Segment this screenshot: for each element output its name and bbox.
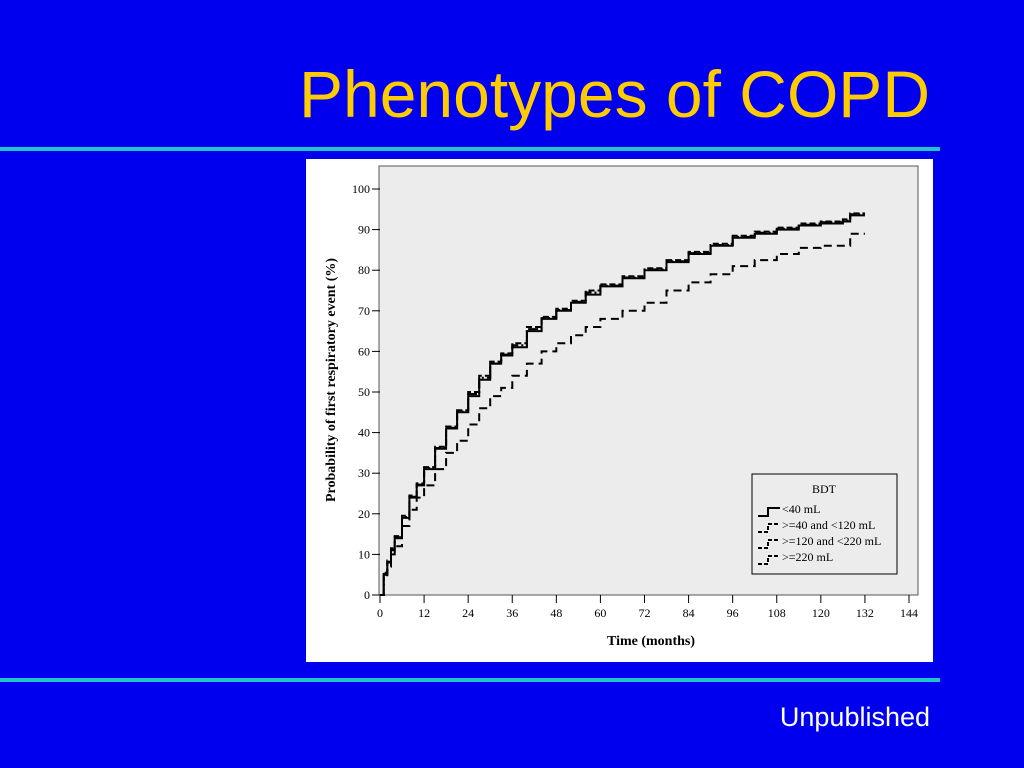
legend-swatch-2 <box>758 523 780 533</box>
y-tick-label: 30 <box>358 466 370 480</box>
x-tick-label: 36 <box>506 606 518 620</box>
x-tick-label: 24 <box>462 606 474 620</box>
x-tick-label: 96 <box>727 606 739 620</box>
legend-title: BDT <box>812 482 837 496</box>
y-tick-label: 100 <box>352 182 370 196</box>
series-line-3 <box>380 213 865 596</box>
legend-swatch-4 <box>758 555 780 565</box>
x-tick-label: 84 <box>683 606 695 620</box>
series-line-2 <box>380 212 865 596</box>
series-line-4 <box>380 232 865 596</box>
x-tick-label: 108 <box>768 606 786 620</box>
top-divider <box>0 147 940 151</box>
x-tick-label: 120 <box>812 606 830 620</box>
slide-title: Phenotypes of COPD <box>299 57 930 131</box>
x-axis-label: Time (months) <box>607 634 695 649</box>
y-tick-label: 90 <box>358 223 370 237</box>
y-tick-label: 10 <box>358 547 370 561</box>
y-tick-label: 40 <box>358 426 370 440</box>
x-tick-label: 144 <box>900 606 918 620</box>
y-axis-label: Probability of first respiratory event (… <box>324 258 339 502</box>
legend-entry-label: <40 mL <box>782 502 820 516</box>
legend-entry-label: >=120 and <220 mL <box>782 534 881 548</box>
y-tick-label: 70 <box>358 304 370 318</box>
footer-note: Unpublished <box>779 702 930 732</box>
x-tick-label: 72 <box>639 606 651 620</box>
x-tick-label: 0 <box>377 606 383 620</box>
y-tick-label: 0 <box>364 588 370 602</box>
x-tick-label: 132 <box>856 606 874 620</box>
legend: BDT <40 mL >=40 and <120 mL >=120 and <220… <box>751 473 898 575</box>
chart-panel: 0 10 20 30 40 50 60 70 80 90 100 0 12 24 36 48 60 72 84 96 1… <box>306 159 933 662</box>
y-tick-label: 50 <box>358 385 370 399</box>
y-tick-label: 80 <box>358 263 370 277</box>
legend-entry-label: >=220 mL <box>782 550 833 564</box>
survival-chart: 0 10 20 30 40 50 60 70 80 90 100 0 12 24 36 48 60 72 84 96 1… <box>324 165 919 649</box>
y-tick-label: 60 <box>358 344 370 358</box>
legend-swatch-1 <box>758 507 780 517</box>
axes: 0 10 20 30 40 50 60 70 80 90 100 0 12 24 36 48 60 72 84 96 1… <box>352 182 918 620</box>
series-layer <box>380 212 865 596</box>
x-tick-label: 12 <box>418 606 430 620</box>
x-tick-label: 60 <box>594 606 606 620</box>
legend-entry-label: >=40 and <120 mL <box>782 518 875 532</box>
bottom-divider <box>0 678 940 682</box>
legend-swatch-3 <box>758 539 780 549</box>
y-tick-label: 20 <box>358 507 370 521</box>
x-tick-label: 48 <box>550 606 562 620</box>
